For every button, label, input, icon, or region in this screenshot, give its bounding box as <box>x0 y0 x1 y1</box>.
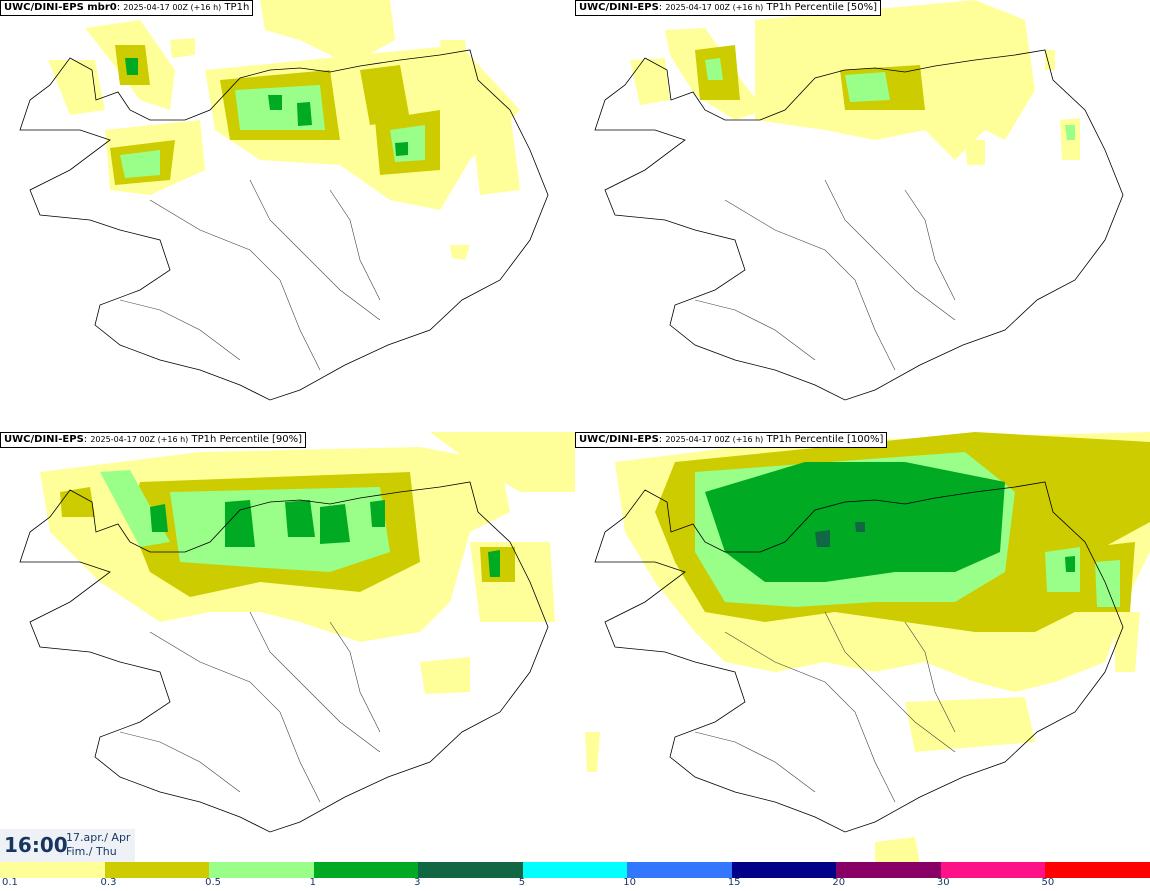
legend-colorbar <box>0 862 1150 878</box>
legend-swatch <box>104 862 210 878</box>
legend-swatch <box>836 862 941 878</box>
panel-field: TP1h <box>224 2 250 13</box>
precip-map-p100 <box>585 432 1150 864</box>
precip-layer <box>585 432 1150 864</box>
map-panel-mbr0: UWC/DINI-EPS mbr0: 2025-04-17 00Z (+16 h… <box>0 0 575 432</box>
legend-tick-label: 0.5 <box>205 877 221 888</box>
panel-run: 2025-04-17 00Z (+16 h) <box>90 435 189 444</box>
valid-time-box: 16:00 17.apr./ Apr Fim./ Thu <box>0 829 135 862</box>
map-panel-p50: UWC/DINI-EPS: 2025-04-17 00Z (+16 h) TP1… <box>575 0 1150 432</box>
coastline <box>19 49 549 401</box>
legend-tick-label: 3 <box>414 877 421 888</box>
precip-layer <box>630 0 1080 165</box>
valid-time: 16:00 <box>4 833 68 857</box>
precip-layer <box>48 0 520 260</box>
precip-map-p50 <box>594 0 1124 401</box>
legend-swatch <box>418 862 523 878</box>
coastline <box>594 481 1124 833</box>
panel-title: UWC/DINI-EPS: 2025-04-17 00Z (+16 h) TP1… <box>575 0 882 16</box>
coastline <box>19 481 549 833</box>
legend-swatch <box>627 862 732 878</box>
legend-tick-label: 1 <box>309 877 316 888</box>
legend-swatch <box>0 862 105 878</box>
panel-source: UWC/DINI-EPS <box>579 434 659 445</box>
roads <box>694 611 956 803</box>
legend-swatch <box>940 862 1046 878</box>
roads <box>119 179 381 371</box>
legend-swatch <box>1045 862 1150 878</box>
panel-field: TP1h Percentile [90%] <box>191 434 303 445</box>
coastline <box>594 49 1124 401</box>
panel-run: 2025-04-17 00Z (+16 h) <box>665 435 764 444</box>
panel-source: UWC/DINI-EPS mbr0 <box>4 2 117 13</box>
precip-layer <box>40 432 575 694</box>
roads <box>694 179 956 371</box>
legend-tick-label: 0.3 <box>100 877 117 888</box>
legend-tick-label: 30 <box>936 877 950 888</box>
panel-run: 2025-04-17 00Z (+16 h) <box>123 3 222 12</box>
panel-source: UWC/DINI-EPS <box>4 434 84 445</box>
roads <box>119 611 381 803</box>
precip-map-p90 <box>19 432 575 833</box>
valid-date: 17.apr./ Apr Fim./ Thu <box>66 831 130 859</box>
legend-tick-label: 50 <box>1041 877 1055 888</box>
panel-title: UWC/DINI-EPS: 2025-04-17 00Z (+16 h) TP1… <box>575 432 888 448</box>
map-panel-p100: UWC/DINI-EPS: 2025-04-17 00Z (+16 h) TP1… <box>575 432 1150 864</box>
legend-tick-label: 15 <box>727 877 741 888</box>
legend-swatch <box>522 862 628 878</box>
precip-map-mbr0 <box>19 0 549 401</box>
panel-source: UWC/DINI-EPS <box>579 2 659 13</box>
legend-swatch <box>731 862 837 878</box>
panel-title: UWC/DINI-EPS mbr0: 2025-04-17 00Z (+16 h… <box>0 0 254 16</box>
legend-tick-label: 5 <box>518 877 526 888</box>
valid-date-line1: 17.apr./ Apr <box>66 831 131 844</box>
panel-field: TP1h Percentile [100%] <box>766 434 884 445</box>
panel-field: TP1h Percentile [50%] <box>766 2 878 13</box>
legend-swatch <box>209 862 314 878</box>
legend-swatch <box>313 862 419 878</box>
panel-run: 2025-04-17 00Z (+16 h) <box>665 3 764 12</box>
legend-tick-label: 10 <box>623 877 636 888</box>
panel-title: UWC/DINI-EPS: 2025-04-17 00Z (+16 h) TP1… <box>0 432 307 448</box>
valid-date-line2: Fim./ Thu <box>66 845 117 858</box>
legend-tick-label: 20 <box>832 877 846 888</box>
legend-ticks: 0.1 0.3 0.5 1 3 5 10 15 20 30 50 <box>0 877 1150 891</box>
legend-tick-label: 0.1 <box>2 877 18 888</box>
map-panel-p90: UWC/DINI-EPS: 2025-04-17 00Z (+16 h) TP1… <box>0 432 575 864</box>
